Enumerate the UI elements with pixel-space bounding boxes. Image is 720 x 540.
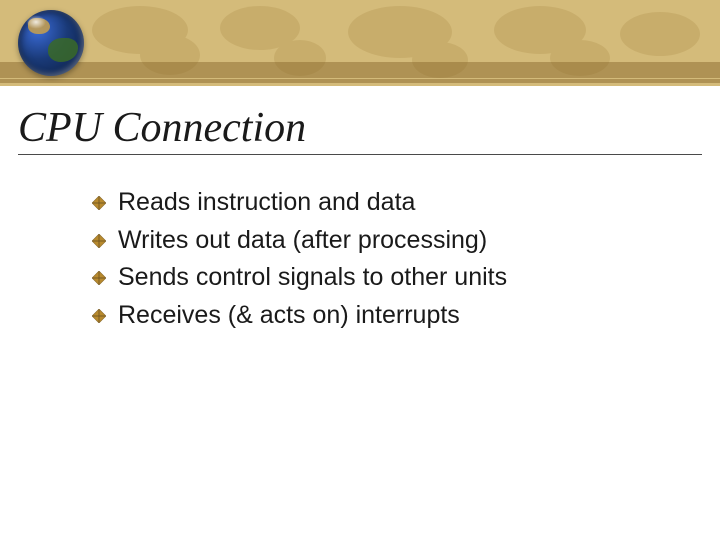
diamond-bullet-icon [92, 196, 106, 210]
bullet-text: Sends control signals to other units [118, 263, 507, 291]
globe-icon [18, 10, 84, 76]
diamond-bullet-icon [92, 309, 106, 323]
slide-title: CPU Connection [18, 104, 306, 152]
header-banner [0, 0, 720, 86]
bullet-item: Sends control signals to other units [92, 259, 507, 297]
bullet-item: Receives (& acts on) interrupts [92, 297, 507, 335]
diamond-bullet-icon [92, 234, 106, 248]
bullet-text: Reads instruction and data [118, 188, 415, 216]
bullet-item: Writes out data (after processing) [92, 222, 507, 260]
diamond-bullet-icon [92, 271, 106, 285]
bullet-list: Reads instruction and data Writes out da… [92, 184, 507, 334]
banner-stripe-thin [0, 79, 720, 83]
bullet-text: Writes out data (after processing) [118, 226, 487, 254]
bullet-text: Receives (& acts on) interrupts [118, 301, 460, 329]
title-underline [18, 154, 702, 155]
bullet-item: Reads instruction and data [92, 184, 507, 222]
banner-stripe [0, 62, 720, 78]
